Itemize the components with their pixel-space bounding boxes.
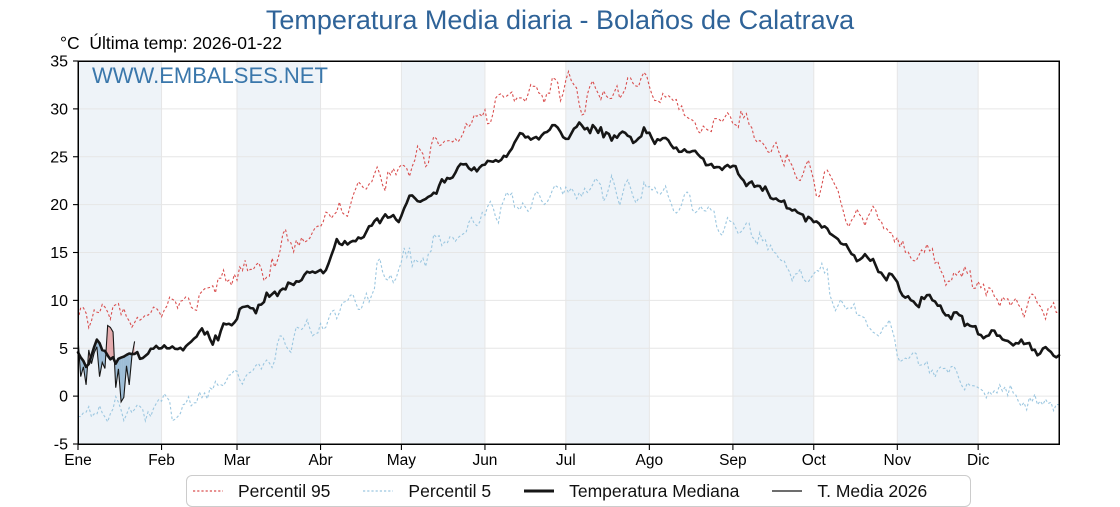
svg-text:-5: -5 [54,437,68,454]
svg-text:Ene: Ene [64,452,92,469]
svg-text:Mar: Mar [224,452,251,469]
svg-text:Nov: Nov [884,452,912,469]
svg-text:Oct: Oct [802,452,827,469]
svg-text:0: 0 [59,389,68,406]
svg-text:Jul: Jul [556,452,576,469]
svg-text:Sep: Sep [719,452,747,469]
svg-text:15: 15 [50,245,68,262]
svg-text:10: 10 [50,293,68,310]
svg-text:May: May [387,452,417,469]
svg-text:20: 20 [50,197,68,214]
svg-text:Feb: Feb [148,452,175,469]
svg-text:Abr: Abr [308,452,332,469]
svg-text:35: 35 [50,54,68,71]
svg-text:5: 5 [59,341,68,358]
svg-text:30: 30 [50,101,68,118]
svg-text:Ago: Ago [636,452,664,469]
svg-text:Dic: Dic [967,452,990,469]
svg-text:25: 25 [50,149,68,166]
svg-text:Jun: Jun [472,452,497,469]
